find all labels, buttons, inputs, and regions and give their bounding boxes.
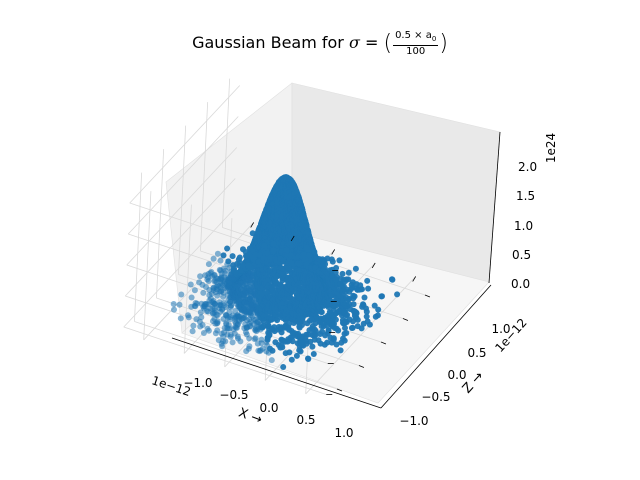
- title-numerator-sub: 0: [431, 35, 437, 43]
- scatter-point: [246, 343, 253, 350]
- scatter-point: [335, 327, 342, 334]
- scatter-point: [330, 335, 337, 342]
- title-prefix: Gaussian Beam for: [192, 33, 349, 52]
- scatter-points: [170, 174, 401, 370]
- title-denominator: 100: [406, 46, 426, 57]
- scatter-point: [187, 281, 194, 288]
- scatter-point: [217, 257, 224, 264]
- scatter-point: [341, 337, 348, 344]
- scatter-point: [269, 347, 276, 354]
- scatter-point: [310, 351, 317, 357]
- scatter-point: [189, 328, 196, 335]
- scatter-point: [176, 301, 183, 308]
- scatter-point: [205, 261, 212, 268]
- scatter-point: [198, 314, 205, 321]
- scatter-point: [285, 321, 292, 327]
- scatter-point: [229, 253, 236, 260]
- scatter-point: [252, 335, 259, 342]
- scatter-point: [270, 240, 277, 247]
- grid-line: [183, 204, 192, 354]
- grid-line: [129, 85, 241, 204]
- grid-line: [127, 116, 239, 235]
- scatter-point: [278, 329, 285, 336]
- scatter-point: [200, 330, 207, 336]
- grid-line: [134, 321, 338, 390]
- scatter-point: [283, 247, 290, 254]
- title-equals: =: [359, 33, 384, 52]
- scatter-point: [332, 316, 339, 323]
- scatter-point: [170, 301, 177, 307]
- scatter-point: [205, 327, 212, 334]
- scatter-point: [197, 273, 204, 280]
- scatter-point: [178, 291, 185, 298]
- scatter-point: [288, 356, 295, 363]
- scatter-point: [289, 338, 296, 345]
- scatter-point: [214, 318, 221, 325]
- scatter-point: [190, 322, 197, 329]
- grid-line: [178, 125, 187, 275]
- scatter-point: [261, 242, 268, 249]
- title-fraction: 0.5 × a0 100: [393, 30, 439, 57]
- scatter-point: [222, 338, 229, 345]
- chart-title: Gaussian Beam for σ = (0.5 × a0 100): [192, 30, 448, 57]
- scatter-point: [311, 248, 318, 255]
- grid-line: [200, 102, 209, 251]
- scatter-point: [278, 342, 285, 349]
- scatter-point: [286, 349, 293, 356]
- scatter-point: [271, 324, 278, 331]
- scatter-point: [171, 306, 177, 313]
- grid-line: [126, 147, 238, 266]
- grid-line: [123, 209, 235, 328]
- scatter-point: [266, 331, 273, 338]
- scatter-point: [194, 300, 200, 307]
- scatter-point: [185, 312, 191, 319]
- scatter-point: [199, 322, 206, 328]
- scatter-point: [305, 356, 312, 362]
- grid-line: [156, 149, 165, 298]
- scatter-point: [280, 364, 287, 370]
- scatter-point: [225, 322, 232, 329]
- scatter-point: [237, 338, 244, 345]
- scatter-point: [318, 309, 325, 316]
- scatter-point: [249, 230, 256, 237]
- grid-line: [143, 191, 152, 340]
- scatter-point: [229, 339, 236, 346]
- scatter-point: [225, 258, 232, 265]
- scatter-point: [200, 289, 207, 296]
- scatter-point: [246, 335, 253, 342]
- title-sigma: σ: [348, 33, 360, 52]
- scatter-point: [214, 327, 221, 334]
- scatter-point: [337, 347, 344, 354]
- scatter-point: [220, 252, 227, 259]
- grid-line: [124, 178, 236, 297]
- scatter-point: [177, 315, 184, 322]
- grid-line: [134, 172, 143, 322]
- scatter-point: [258, 336, 265, 343]
- scatter-point: [234, 333, 241, 340]
- scatter-point: [343, 330, 350, 336]
- title-numerator: 0.5 × a: [395, 30, 432, 41]
- scatter-point: [270, 247, 277, 254]
- scatter-point: [224, 245, 231, 252]
- scatter-point: [293, 352, 300, 359]
- scatter-point: [210, 297, 217, 304]
- scatter-point: [268, 357, 275, 364]
- grid-line: [123, 326, 327, 395]
- scatter-point: [210, 255, 217, 262]
- scatter-point: [236, 254, 243, 261]
- scatter-point: [191, 287, 198, 294]
- scatter-point: [303, 244, 310, 251]
- scatter-point: [214, 250, 221, 257]
- scatter-point: [188, 294, 195, 301]
- grid-line: [222, 78, 231, 228]
